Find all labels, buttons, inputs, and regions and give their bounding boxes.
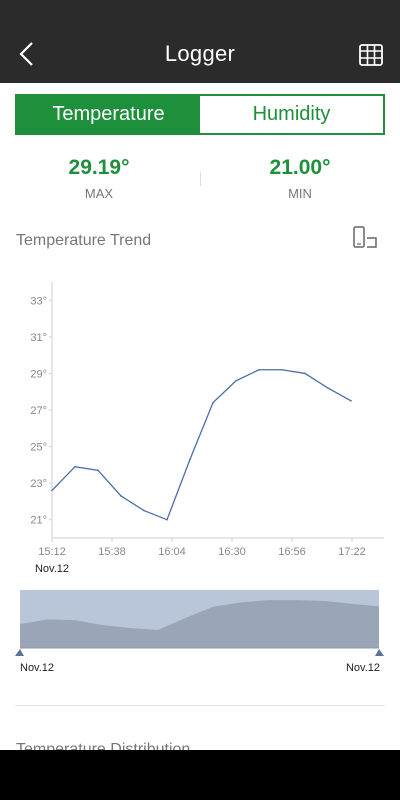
min-label: MIN (288, 186, 312, 201)
data-point (189, 458, 191, 461)
system-bar (0, 750, 400, 800)
y-tick-label: 21° (30, 515, 47, 527)
x-tick-label: 17:22 (338, 546, 366, 558)
distribution-title: Temperature Distribution (16, 741, 191, 750)
top-bar: Logger (0, 0, 400, 83)
x-tick-label: 16:56 (278, 546, 306, 558)
range-area (20, 600, 379, 648)
x-tick-label: 15:12 (38, 546, 66, 558)
data-point (281, 368, 283, 371)
x-tick-label: 16:04 (158, 546, 186, 558)
range-end-handle[interactable] (375, 649, 384, 656)
tab-temperature[interactable]: Temperature (17, 96, 200, 133)
section-divider (15, 705, 385, 706)
min-value: 21.00° (269, 156, 331, 179)
data-point (97, 469, 99, 472)
data-point (327, 387, 329, 389)
y-tick-label: 33° (30, 295, 47, 307)
tab-humidity[interactable]: Humidity (200, 96, 383, 133)
temperature-trend-chart: 33° 31° 29° 27° 25° 23° 21° 15:12 15:38 16:04 16:3… (30, 282, 384, 575)
range-start-handle[interactable] (15, 649, 24, 656)
data-point (143, 509, 145, 512)
stat-divider (200, 172, 201, 186)
y-tick-label: 23° (30, 478, 47, 490)
y-tick-label: 31° (30, 332, 47, 344)
range-start-label: Nov.12 (20, 662, 54, 674)
x-tick-label: 15:38 (98, 546, 126, 558)
screen: Logger Temperature Humidity 29.19° MAX 2… (0, 0, 400, 750)
temperature-series-line (51, 369, 352, 521)
data-point (166, 518, 168, 521)
data-point (120, 495, 122, 497)
page-title: Logger (164, 41, 236, 66)
y-tick-label: 29° (30, 368, 47, 380)
trend-title: Temperature Trend (16, 232, 152, 249)
x-tick-label: 16:30 (218, 546, 246, 558)
data-point (258, 368, 260, 371)
data-point (212, 401, 214, 404)
data-point (51, 489, 53, 492)
max-label: MAX (84, 186, 114, 201)
data-point (74, 465, 76, 468)
table-grid-icon (359, 44, 383, 66)
back-button[interactable] (14, 38, 42, 72)
chevron-left-icon (19, 42, 33, 66)
table-view-button[interactable] (358, 42, 384, 68)
y-tick-label: 27° (30, 405, 47, 417)
max-stat: 29.19° MAX (19, 156, 179, 201)
data-point (350, 400, 352, 402)
time-range-selector[interactable]: Nov.12 Nov.12 (0, 580, 400, 680)
range-end-label: Nov.12 (346, 662, 380, 674)
rotate-screen-icon (353, 226, 377, 248)
rotate-button[interactable] (352, 226, 378, 250)
min-stat: 21.00° MIN (220, 156, 380, 201)
data-point (235, 379, 237, 382)
y-tick-label: 25° (30, 442, 47, 454)
data-point (304, 372, 306, 375)
x-date-label: Nov.12 (35, 563, 69, 575)
metric-tabs: Temperature Humidity (15, 94, 385, 135)
max-value: 29.19° (68, 156, 130, 179)
